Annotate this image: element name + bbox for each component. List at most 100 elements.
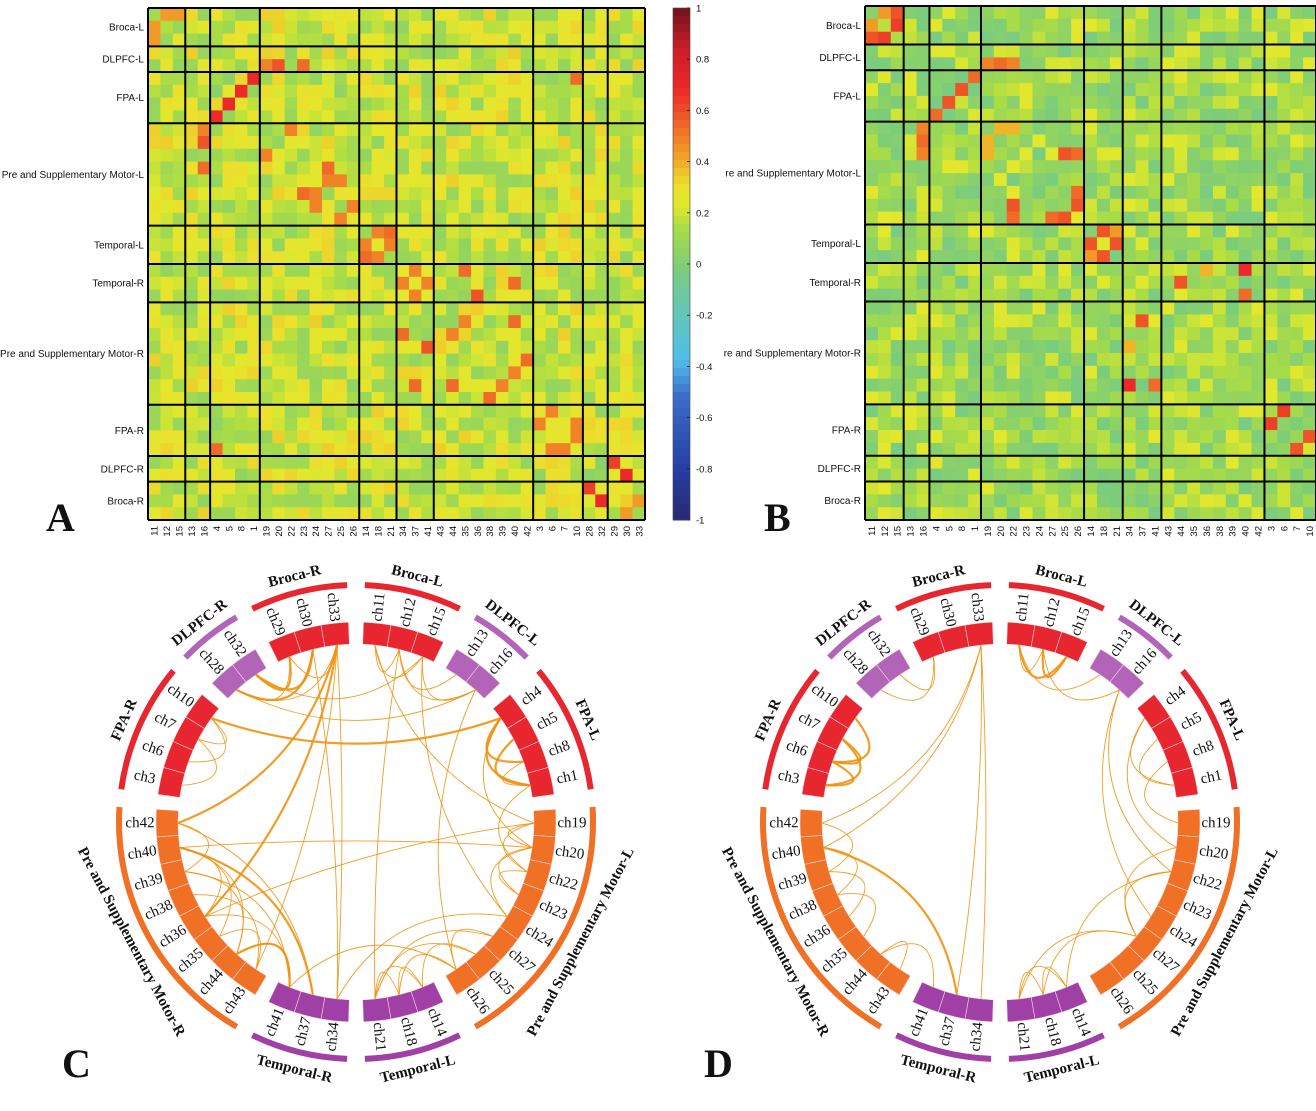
heatmap-cell <box>1084 365 1098 380</box>
heatmap-cell <box>1071 404 1085 418</box>
heatmap-cell <box>458 161 472 175</box>
heatmap-cell <box>942 404 956 418</box>
heatmap-cell <box>545 174 559 188</box>
channel-label: ch3 <box>132 767 157 787</box>
heatmap-cell <box>334 148 348 162</box>
heatmap-cell <box>234 8 248 22</box>
heatmap-cell <box>321 276 335 290</box>
x-tick-label: 24 <box>1034 526 1045 537</box>
heatmap-cell <box>1071 18 1085 33</box>
heatmap-cell <box>458 430 472 444</box>
heatmap-cell <box>1006 185 1021 200</box>
heatmap-cell <box>272 110 286 124</box>
heatmap-cell <box>1045 44 1059 58</box>
heatmap-cell <box>1096 95 1111 110</box>
heatmap-cell <box>148 494 161 508</box>
heatmap-cell <box>607 302 621 316</box>
heatmap-cell <box>1264 70 1278 84</box>
heatmap-cell <box>1161 314 1175 328</box>
heatmap-cell <box>1084 95 1098 110</box>
heatmap-cell <box>903 83 917 97</box>
heatmap-cell <box>1058 391 1072 405</box>
heatmap-cell <box>1071 44 1085 58</box>
heatmap-cell <box>222 353 236 367</box>
heatmap-cell <box>148 59 161 73</box>
heatmap-cell <box>1109 108 1124 123</box>
heatmap-cell <box>222 456 236 470</box>
heatmap-cell <box>495 404 509 418</box>
heatmap-cell <box>421 328 435 342</box>
heatmap-cell <box>1212 237 1227 251</box>
heatmap-cell <box>632 264 646 278</box>
heatmap-cell <box>222 443 236 457</box>
heatmap-cell <box>1122 494 1136 508</box>
heatmap-cell <box>955 224 969 238</box>
heatmap-cell <box>929 275 943 290</box>
heatmap-cell <box>1148 507 1162 521</box>
heatmap-cell <box>595 33 609 47</box>
heatmap-cell <box>980 455 995 469</box>
heatmap-cell <box>371 123 385 137</box>
heatmap-cell <box>1096 404 1111 418</box>
heatmap-cell <box>297 456 310 470</box>
heatmap-cell <box>1200 468 1214 482</box>
heatmap-cell <box>508 123 522 137</box>
heatmap-cell <box>620 46 633 60</box>
heatmap-cell <box>172 200 186 214</box>
heatmap-cell <box>247 481 261 495</box>
heatmap-cell <box>890 108 905 123</box>
heatmap-cell <box>483 443 497 457</box>
heatmap-cell <box>160 379 174 393</box>
heatmap-cell <box>471 174 484 188</box>
connection-link <box>211 717 501 745</box>
heatmap-cell <box>993 95 1008 110</box>
heatmap-cell <box>1264 275 1278 290</box>
heatmap-cell <box>1264 378 1278 392</box>
heatmap-cell <box>371 148 385 162</box>
heatmap-cell <box>533 417 546 431</box>
heatmap-cell <box>558 148 571 162</box>
heatmap-cell <box>408 174 422 188</box>
heatmap-cell <box>968 250 982 264</box>
heatmap-cell <box>1109 44 1124 58</box>
heatmap-cell <box>471 123 484 137</box>
heatmap-cell <box>533 8 546 22</box>
heatmap-cell <box>234 328 248 342</box>
heatmap-cell <box>595 328 609 342</box>
heatmap-cell <box>890 430 905 444</box>
heatmap-cell <box>321 200 335 214</box>
heatmap-cell <box>1019 18 1033 33</box>
connection-link <box>179 847 222 917</box>
heatmap-cell <box>1058 481 1072 495</box>
heatmap-cell <box>234 200 248 214</box>
heatmap-cell <box>408 366 422 380</box>
heatmap-cell <box>1122 430 1136 444</box>
heatmap-cell <box>247 366 261 380</box>
heatmap-cell <box>495 225 509 239</box>
heatmap-cell <box>1096 224 1111 238</box>
heatmap-cell <box>185 187 199 201</box>
heatmap-cell <box>297 494 310 508</box>
heatmap-cell <box>968 160 982 174</box>
heatmap-cell <box>1071 417 1085 431</box>
heatmap-cell <box>929 430 943 444</box>
heatmap-cell <box>570 20 584 34</box>
heatmap-cell <box>210 289 223 303</box>
connection-link <box>255 656 423 700</box>
heatmap-cell <box>607 481 621 495</box>
channel-segment <box>362 996 392 1023</box>
heatmap-cell <box>595 72 609 86</box>
heatmap-cell <box>929 263 943 277</box>
heatmap-cell <box>595 238 609 252</box>
heatmap-cell <box>433 289 447 303</box>
heatmap-cell <box>1264 327 1278 341</box>
heatmap-cell <box>284 353 298 367</box>
connection-link <box>498 847 533 896</box>
heatmap-cell <box>396 46 410 60</box>
heatmap-cell <box>1277 481 1291 495</box>
heatmap-cell <box>595 59 609 73</box>
channel-segment <box>529 835 556 865</box>
heatmap-cell <box>359 302 373 316</box>
heatmap-cell <box>1071 442 1085 457</box>
heatmap-cell <box>632 136 646 150</box>
